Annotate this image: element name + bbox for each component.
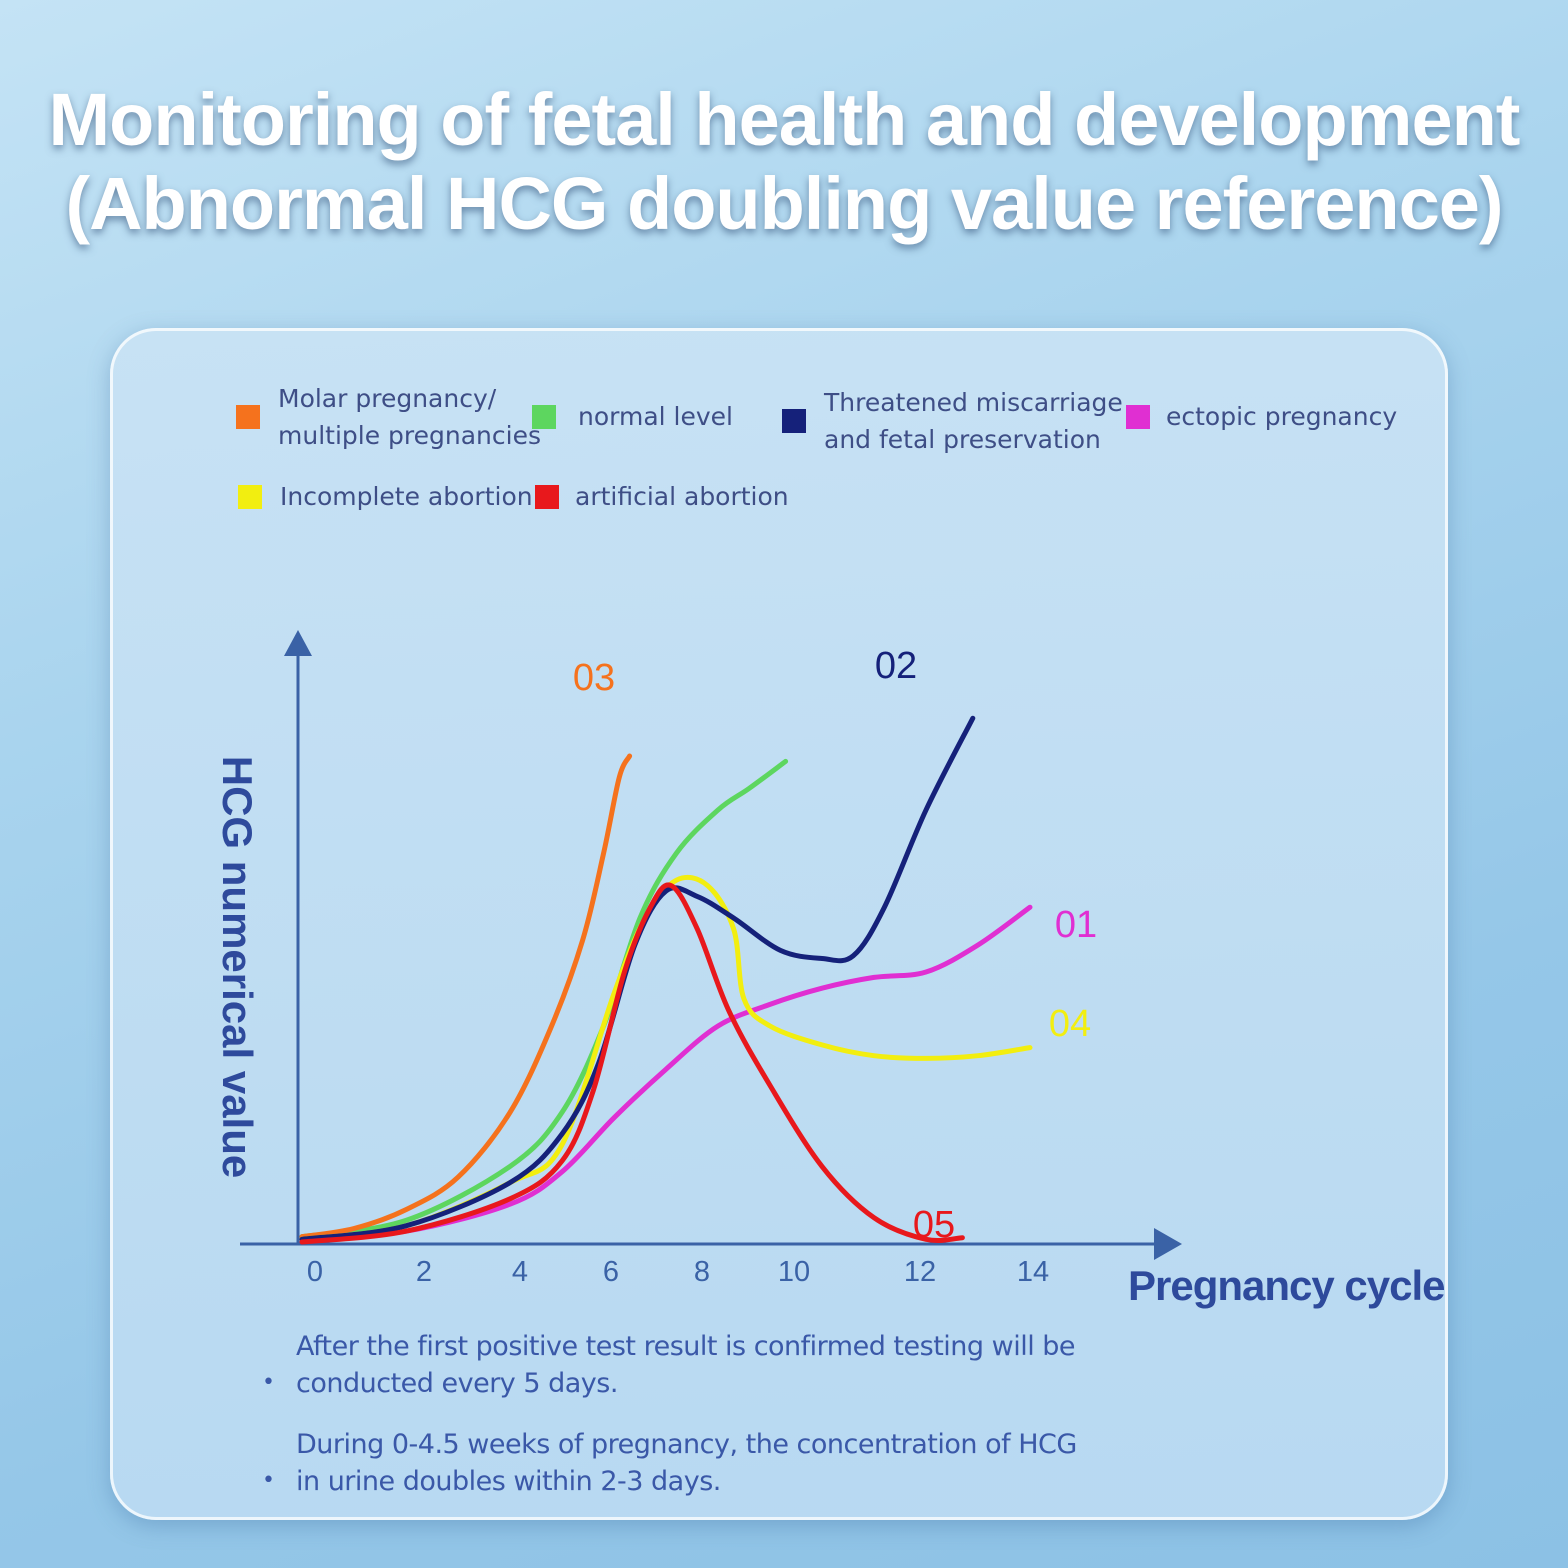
legend-label-threatened: Threatened miscarriage and fetal preserva… [824,388,1123,454]
x-tick-label: 0 [307,1256,323,1288]
x-tick-label: 8 [694,1256,710,1288]
series-label-04: 04 [1049,1003,1091,1045]
legend-swatch-threatened [782,409,806,433]
y-axis-label: HCG numerical value [214,755,261,1179]
title-line-2: (Abnormal HCG doubling value reference) [65,162,1503,245]
legend-item-artificial: artificial abortion [535,478,789,515]
x-tick-labels: 0 2 4 6 8 10 12 14 [307,1256,1049,1288]
legend-label-incomplete: Incomplete abortion [280,482,533,511]
legend-swatch-ectopic [1126,404,1150,429]
series-line-04 [299,874,1033,1242]
legend-swatch-molar [236,405,260,429]
x-tick-label: 10 [778,1256,810,1288]
series-line-05 [299,882,965,1245]
x-tick-label: 12 [904,1256,936,1288]
chart-series [299,715,1033,1245]
chart-card [110,328,1448,1520]
y-axis-arrow-icon [284,630,312,656]
legend-label-artificial: artificial abortion [575,482,789,511]
bullet-icon: • [262,1468,275,1493]
x-tick-label: 14 [1017,1256,1049,1288]
note-item: • After the first positive test result i… [262,1331,1076,1399]
x-tick-label: 6 [603,1256,619,1288]
series-label-02: 02 [875,645,917,687]
series-label-05: 05 [913,1204,955,1246]
legend-item-incomplete: Incomplete abortion [238,478,533,515]
x-tick-label: 2 [416,1256,432,1288]
legend-swatch-artificial [535,484,559,509]
x-axis-label: Pregnancy cycle [1128,1262,1446,1309]
legend-item-ectopic: ectopic pregnancy [1126,398,1397,435]
title-line-1: Monitoring of fetal health and developme… [48,78,1521,161]
x-tick-label: 4 [512,1256,528,1288]
legend-label-normal: normal level [578,402,733,431]
legend-item-threatened: Threatened miscarriage and fetal preserva… [782,384,1123,458]
bullet-icon: • [262,1370,275,1395]
legend-item-normal: normal level [532,398,733,435]
series-line-01 [299,904,1033,1242]
chart-axes [240,630,1182,1260]
legend-label-ectopic: ectopic pregnancy [1166,402,1398,431]
legend-label-molar: Molar pregnancy/multiple pregnancies [278,384,541,450]
series-labels: 01 02 03 04 05 [573,645,1097,1246]
notes-list: • After the first positive test result i… [262,1328,1082,1524]
legend-item-molar: Molar pregnancy/multiple pregnancies [236,380,541,454]
series-label-03: 03 [573,657,615,699]
legend-swatch-normal [532,404,556,429]
x-axis-arrow-icon [1154,1228,1182,1260]
series-line-02 [299,715,976,1242]
legend-swatch-incomplete [238,484,262,509]
series-label-01: 01 [1055,904,1097,946]
series-line-03 [299,753,633,1240]
note-item: • During 0-4.5 weeks of pregnancy, the c… [262,1429,1077,1497]
